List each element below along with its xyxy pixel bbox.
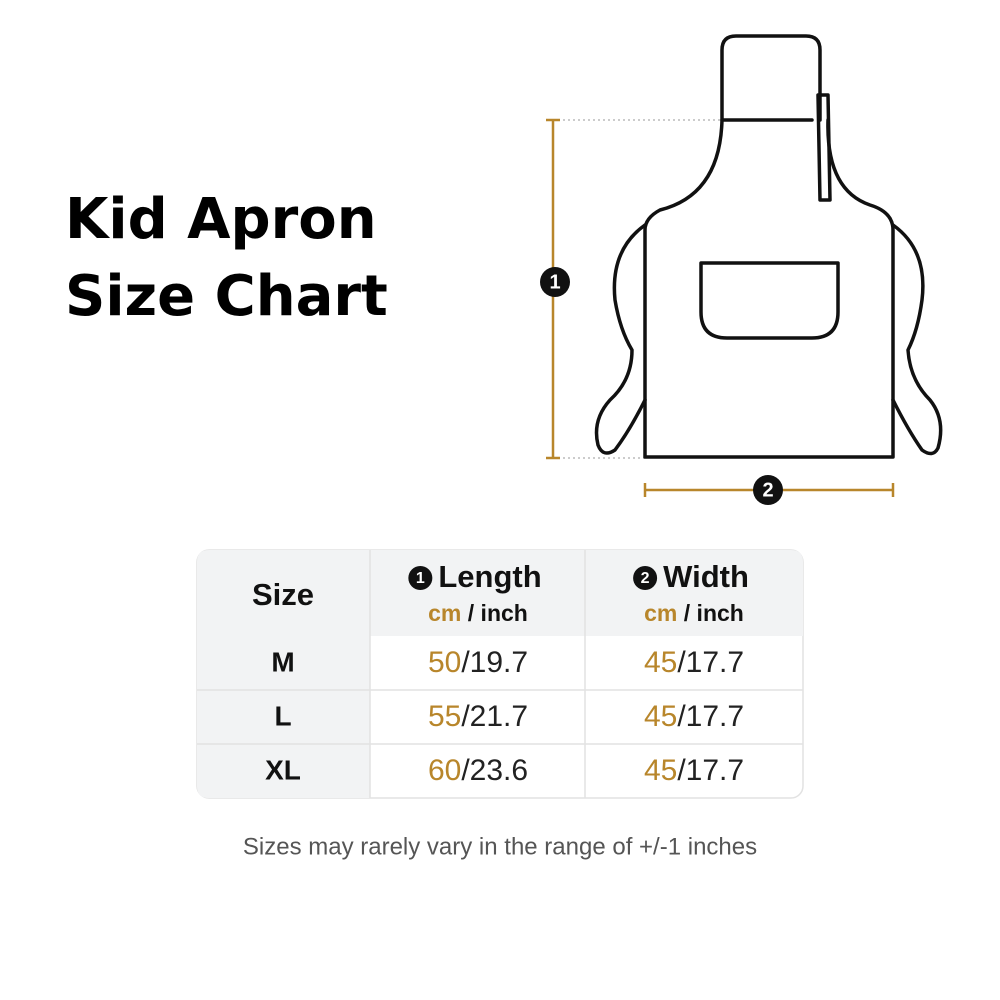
marker: 1 xyxy=(549,271,560,293)
value-cell: 45/17.7 xyxy=(644,700,744,733)
apron-drawing: 1 2 xyxy=(540,34,943,505)
size-header: Size xyxy=(252,577,314,612)
value-cell: 45/17.7 xyxy=(644,646,744,679)
size-cell: L xyxy=(274,700,291,731)
num: 2 xyxy=(641,570,650,587)
value-cell: 45/17.7 xyxy=(644,754,744,787)
marker-circle xyxy=(753,475,783,505)
value-cm: 50 xyxy=(428,646,461,679)
value-cell: 55/21.7 xyxy=(428,700,528,733)
column-name: Length xyxy=(438,559,541,594)
strap-buckle xyxy=(816,93,832,202)
neck-strap xyxy=(720,34,822,122)
value-inch: /17.7 xyxy=(677,700,744,733)
num-circle xyxy=(633,566,658,590)
value-cell: 60/23.6 xyxy=(428,754,528,787)
value-cm: 45 xyxy=(644,646,677,679)
title-line: Kid Apron xyxy=(65,187,377,252)
tie xyxy=(594,223,647,455)
unit-cm: cm xyxy=(428,600,461,626)
note: Sizes may rarely vary in the range of +/… xyxy=(243,833,757,860)
value-inch: /23.6 xyxy=(461,754,528,787)
unit-inch: / inch xyxy=(677,600,743,626)
size-col-bg xyxy=(197,636,370,798)
value-inch: /19.7 xyxy=(461,646,528,679)
value-cm: 45 xyxy=(644,754,677,787)
pocket xyxy=(699,261,840,340)
value-cell: 50/19.7 xyxy=(428,646,528,679)
apron-body xyxy=(643,118,895,459)
value-inch: /17.7 xyxy=(677,754,744,787)
num: 1 xyxy=(416,570,425,587)
value-inch: /21.7 xyxy=(461,700,528,733)
title-line: Size Chart xyxy=(65,264,388,329)
value-inch: /17.7 xyxy=(677,646,744,679)
value-cm: 45 xyxy=(644,700,677,733)
column-title: Width xyxy=(663,559,749,594)
value-cm: 60 xyxy=(428,754,461,787)
column-title: Length xyxy=(438,559,541,594)
unit-inch: / inch xyxy=(461,600,527,626)
marker: 2 xyxy=(762,479,773,501)
unit-cm: cm xyxy=(644,600,677,626)
column-name: Width xyxy=(663,559,749,594)
tie xyxy=(891,223,943,456)
value-cm: 55 xyxy=(428,700,461,733)
size-cell: M xyxy=(271,646,294,677)
units: cm / inch xyxy=(644,600,744,626)
units: cm / inch xyxy=(428,600,528,626)
marker-circle xyxy=(540,267,570,297)
num-circle xyxy=(408,566,433,590)
size-cell: XL xyxy=(265,754,301,785)
